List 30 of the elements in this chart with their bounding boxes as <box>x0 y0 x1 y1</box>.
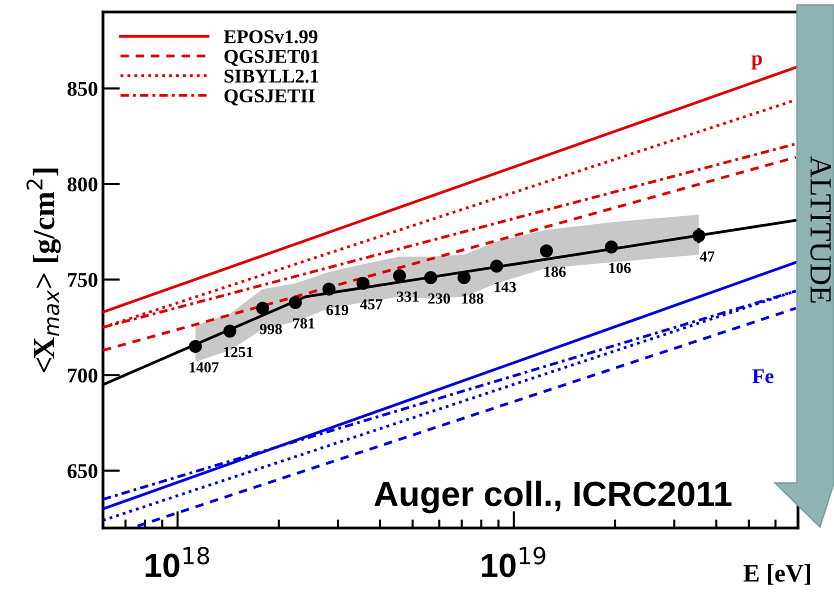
x-axis-title: E [eV] <box>744 564 810 585</box>
annotation: 143 <box>494 282 516 292</box>
y-tick-label: 700 <box>68 368 98 383</box>
annotation: 188 <box>462 293 484 304</box>
legend-label: QGSJET01 <box>224 50 319 66</box>
annotation: 186 <box>544 266 566 277</box>
annotation: 1251 <box>224 346 253 358</box>
y-tick-label: 850 <box>68 82 98 96</box>
annotation: Fe <box>752 369 774 384</box>
legend-label: QGSJETII <box>224 89 315 106</box>
annotation: 1407 <box>190 362 219 372</box>
annotation: Auger coll., ICRC2011 <box>374 480 732 514</box>
y-tick-label: 750 <box>68 272 98 287</box>
text: ALTITUDE <box>810 156 831 303</box>
annotation: 230 <box>428 293 450 304</box>
annotation: 331 <box>396 292 418 302</box>
y-tick-label: 800 <box>68 177 98 192</box>
annotation: 619 <box>326 304 348 316</box>
annotation: p <box>751 55 762 70</box>
annotation: 47 <box>700 251 714 262</box>
annotation: 106 <box>609 262 631 274</box>
x-tick-label: 10$^{19}$ <box>482 546 546 578</box>
annotation: 998 <box>260 324 282 334</box>
y-tick-label: 650 <box>68 464 98 478</box>
y-axis-title: <X$_{max}$> [g/cm$^{2}$] <box>26 168 61 372</box>
annotation: 457 <box>360 299 382 310</box>
legend-label: SIBYLL2.1 <box>224 70 318 83</box>
x-tick-label: 10$^{18}$ <box>146 546 210 578</box>
annotation: 781 <box>293 318 314 329</box>
legend-label: EPOSv1.99 <box>224 30 318 44</box>
